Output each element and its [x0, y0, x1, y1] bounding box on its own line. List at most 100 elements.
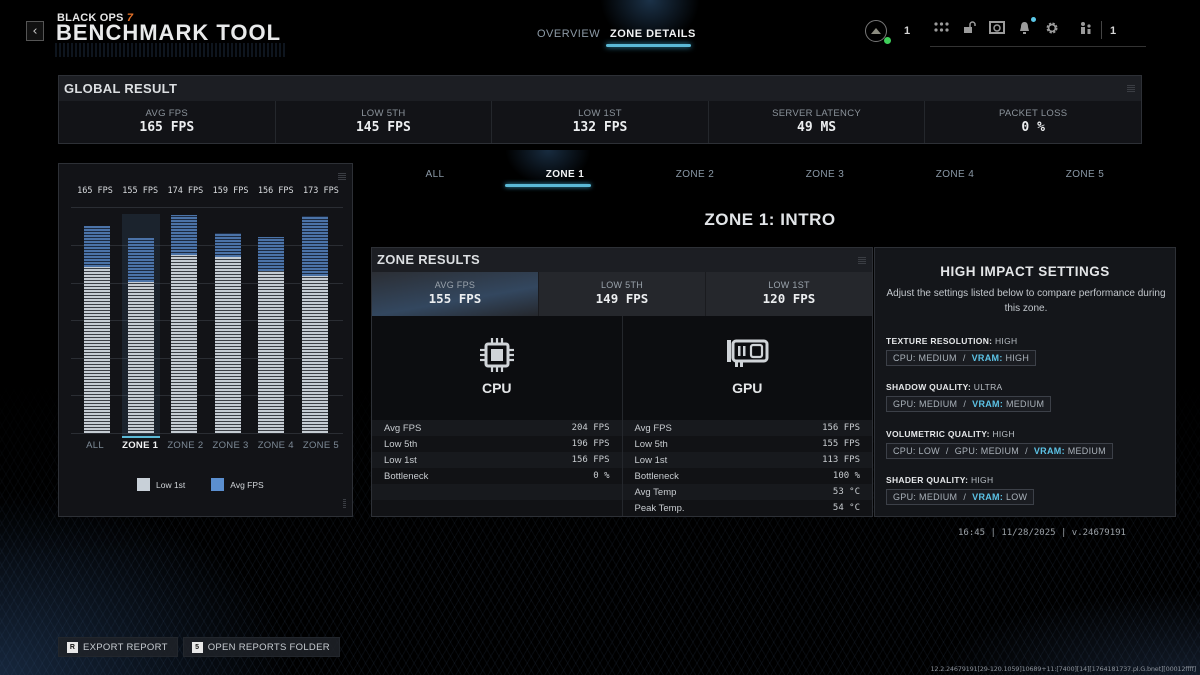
legend-low-1st: Low 1st	[137, 478, 185, 491]
unlock-icon[interactable]	[963, 21, 976, 38]
zone-tab-zone-4[interactable]: ZONE 4	[935, 169, 975, 180]
page-title: BENCHMARK TOOL	[56, 20, 282, 45]
profile-avatar[interactable]	[865, 20, 887, 42]
stat-server-latency: SERVER LATENCY 49 MS	[709, 101, 926, 143]
bar-segment-avg	[127, 238, 154, 283]
tab-zone-details[interactable]: ZONE DETAILS	[610, 28, 696, 40]
legend-avg-fps: Avg FPS	[211, 478, 264, 491]
camera-icon[interactable]	[989, 21, 1005, 38]
table-row	[372, 484, 622, 500]
bar-segment-avg	[214, 233, 241, 258]
selected-zone-indicator	[122, 436, 160, 438]
bar-zone-1[interactable]	[127, 238, 154, 433]
grip-icon	[338, 172, 346, 180]
chart-category-zone-5[interactable]: ZONE 5	[302, 440, 339, 451]
table-row: Bottleneck 0 %	[372, 468, 622, 484]
zone-tab-all[interactable]: ALL	[425, 169, 445, 180]
bar-segment-low	[258, 271, 285, 433]
zone-tab-zone-1[interactable]: ZONE 1	[545, 169, 585, 180]
stat-packet-loss: PACKET LOSS 0 %	[998, 108, 1068, 135]
bar-segment-avg	[84, 225, 110, 268]
bar-zone-2[interactable]	[171, 214, 198, 433]
header-divider	[930, 46, 1075, 47]
chart-category-zone-1[interactable]: ZONE 1	[122, 440, 159, 451]
grid-line	[71, 282, 343, 284]
table-row: Low 5th 155 FPS	[622, 436, 872, 452]
global-result-panel: GLOBAL RESULT AVG FPS 165 FPS LOW 5TH 145 …	[58, 75, 1142, 144]
table-row: Low 5th 196 FPS	[372, 436, 622, 452]
chart-category-zone-4[interactable]: ZONE 4	[257, 440, 294, 451]
table-row: Bottleneck 100 %	[622, 468, 872, 484]
setting-shadow-quality: SHADOW QUALITY: ULTRA GPU: MEDIUM / VRAM: …	[886, 382, 1052, 412]
gpu-column: GPU Avg FPS 156 FPS Low 5th 155 FPS Low 1s…	[622, 316, 872, 516]
zone-stat-avg-fps: AVG FPS 155 FPS	[372, 272, 539, 316]
party-count: 1	[1110, 25, 1117, 37]
bar-zone-3[interactable]	[214, 233, 241, 433]
panel-title: ZONE RESULTS	[372, 248, 872, 272]
grid-line	[71, 395, 343, 397]
panel-title: HIGH IMPACT SETTINGS	[940, 264, 1110, 279]
bar-segment-low	[84, 267, 110, 433]
build-string: 12.2.24679191[29-120.1059]10689+11:[7400…	[930, 665, 1196, 673]
swatch-icon	[211, 478, 225, 491]
chart-category-zone-3[interactable]: ZONE 3	[212, 440, 249, 451]
chart-x-axis: ALL ZONE 1 ZONE 2 ZONE 3 ZONE 4 ZONE 5	[73, 440, 343, 451]
impact-tags: CPU: MEDIUM / VRAM: HIGH	[886, 350, 1037, 366]
zone-results-panel: ZONE RESULTS AVG FPS 155 FPS LOW 5TH 149 F…	[371, 247, 873, 517]
bar-segment-avg	[258, 237, 285, 272]
party-icon[interactable]	[1080, 21, 1093, 39]
zone-tabs: ALL ZONE 1 ZONE 2 ZONE 3 ZONE 4 ZONE 5	[370, 168, 1170, 188]
key-hint-icon: R	[67, 641, 78, 653]
table-row: Avg FPS 156 FPS	[622, 420, 872, 436]
table-row	[372, 500, 622, 516]
chart-category-all[interactable]: ALL	[86, 440, 104, 451]
bar-segment-low	[127, 282, 154, 433]
zone-tab-zone-2[interactable]: ZONE 2	[675, 169, 715, 180]
panel-description: Adjust the settings listed below to comp…	[886, 288, 1166, 314]
swatch-icon	[137, 478, 150, 491]
bar-segment-avg	[171, 214, 198, 255]
bar-segment-low	[214, 257, 241, 433]
bar-segment-avg	[302, 215, 328, 277]
zone-fps-chart: 165 FPS 155 FPS 174 FPS 159 FPS 156 FPS …	[58, 163, 353, 517]
back-button[interactable]: ‹	[26, 21, 44, 41]
footer-actions: R EXPORT REPORT 5 OPEN REPORTS FOLDER	[58, 637, 340, 657]
bar-value-labels: 165 FPS 155 FPS 174 FPS 159 FPS 156 FPS …	[77, 186, 339, 196]
bell-icon[interactable]	[1018, 21, 1031, 39]
grid-line	[71, 320, 343, 322]
notification-badge	[1031, 17, 1036, 22]
grid-icon[interactable]	[934, 21, 949, 37]
impact-tags: GPU: MEDIUM / VRAM: LOW	[886, 489, 1035, 505]
stat-low-1st: LOW 1ST 132 FPS	[492, 101, 709, 143]
stat-avg-fps: AVG FPS 165 FPS	[59, 101, 276, 143]
bar-all[interactable]	[84, 225, 110, 433]
grid-line	[71, 207, 343, 209]
table-row: Peak Temp. 54 °C	[622, 500, 872, 516]
setting-shader-quality: SHADER QUALITY: HIGH GPU: MEDIUM / VRAM: L…	[886, 475, 1035, 505]
chart-category-zone-2[interactable]: ZONE 2	[167, 440, 204, 451]
panel-title: GLOBAL RESULT	[59, 76, 1141, 101]
grid-line	[71, 357, 343, 359]
gpu-stats-table: Avg FPS 156 FPS Low 5th 155 FPS Low 1st 113…	[622, 420, 872, 516]
profile-count: 1	[904, 25, 911, 37]
bar-zone-5[interactable]	[302, 215, 328, 433]
header-separator	[1101, 21, 1102, 39]
timestamp-version: 16:45 | 11/28/2025 | v.24679191	[958, 528, 1126, 538]
zone-stat-low-1st: LOW 1ST 120 FPS	[762, 280, 816, 306]
high-impact-settings-panel: HIGH IMPACT SETTINGS Adjust the settings…	[874, 247, 1176, 517]
cpu-label: CPU	[481, 380, 512, 396]
zone-stat-low-5th: LOW 5TH 149 FPS	[539, 272, 706, 316]
game-logo: BLACK OPS 7	[57, 12, 134, 24]
tab-overview[interactable]: OVERVIEW	[537, 28, 601, 40]
zone-title: ZONE 1: INTRO	[704, 210, 836, 229]
open-reports-folder-button[interactable]: 5 OPEN REPORTS FOLDER	[182, 637, 340, 657]
header-divider-2	[1072, 46, 1146, 47]
online-status-icon	[884, 37, 891, 44]
nav-glow	[600, 0, 700, 45]
zone-tab-zone-3[interactable]: ZONE 3	[805, 169, 845, 180]
gear-icon[interactable]	[1045, 21, 1059, 39]
zone-tab-zone-5[interactable]: ZONE 5	[1065, 169, 1105, 180]
export-report-button[interactable]: R EXPORT REPORT	[58, 637, 178, 657]
cpu-column: CPU Avg FPS 204 FPS Low 5th 196 FPS Low 1s…	[372, 316, 623, 516]
bar-zone-4[interactable]	[258, 237, 285, 433]
